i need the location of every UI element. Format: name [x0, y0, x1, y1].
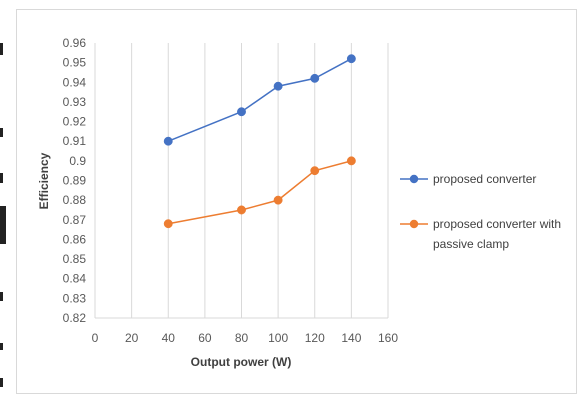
y-tick-label: 0.95 [63, 56, 87, 70]
x-tick-label: 0 [92, 331, 99, 345]
y-tick-label: 0.88 [63, 193, 87, 207]
x-tick-label: 100 [268, 331, 288, 345]
y-tick-label: 0.84 [63, 272, 87, 286]
x-tick-label: 60 [198, 331, 212, 345]
legend-marker [409, 219, 419, 229]
x-axis-title: Output power (W) [191, 355, 292, 369]
y-tick-labels: 0.82 0.83 0.84 0.85 0.86 0.87 0.88 0.89 0.9 0.91 0… [63, 36, 87, 325]
y-tick-label: 0.92 [63, 115, 87, 129]
edge-fragment [0, 128, 3, 137]
y-tick-label: 0.93 [63, 95, 87, 109]
y-tick-label: 0.89 [63, 174, 87, 188]
x-tick-label: 120 [305, 331, 325, 345]
series-1 [163, 54, 356, 146]
y-tick-label: 0.96 [63, 36, 87, 50]
data-point [310, 73, 320, 83]
data-point [346, 156, 356, 166]
edge-fragment [0, 206, 6, 244]
series-layer [163, 54, 356, 229]
chart-border [16, 9, 577, 394]
edge-fragment [0, 43, 3, 55]
y-tick-label: 0.94 [63, 75, 87, 89]
x-tick-label: 20 [125, 331, 139, 345]
legend-marker [409, 174, 419, 184]
y-tick-label: 0.9 [69, 154, 86, 168]
y-tick-label: 0.82 [63, 311, 87, 325]
y-tick-label: 0.85 [63, 252, 87, 266]
x-tick-label: 40 [162, 331, 176, 345]
data-point [237, 107, 246, 117]
legend: proposed converter proposed converter wit… [400, 172, 561, 251]
y-tick-label: 0.83 [63, 291, 87, 305]
data-point [163, 219, 173, 229]
x-tick-label: 160 [378, 331, 398, 345]
data-point [237, 205, 246, 215]
edge-fragment [0, 343, 3, 350]
y-tick-label: 0.91 [63, 134, 87, 148]
y-tick-label: 0.86 [63, 232, 87, 246]
data-point [310, 166, 320, 176]
edge-fragment [0, 378, 3, 387]
series-2 [163, 156, 356, 229]
x-tick-label: 80 [235, 331, 249, 345]
data-point [346, 54, 356, 64]
x-tick-labels: 0 20 40 60 80 100 120 140 160 [92, 331, 399, 345]
y-axis-title: Efficiency [37, 152, 51, 209]
edge-fragment [0, 292, 3, 301]
y-tick-label: 0.87 [63, 213, 87, 227]
legend-label: proposed converter with [433, 217, 561, 231]
x-tick-label: 140 [341, 331, 361, 345]
data-point [163, 136, 173, 146]
legend-label: proposed converter [433, 172, 536, 186]
legend-item: proposed converter [400, 172, 536, 186]
edge-fragment [0, 173, 3, 183]
legend-label: passive clamp [433, 237, 509, 251]
legend-item: proposed converter with passive clamp [400, 217, 561, 251]
data-point [273, 81, 283, 91]
data-point [273, 195, 283, 205]
